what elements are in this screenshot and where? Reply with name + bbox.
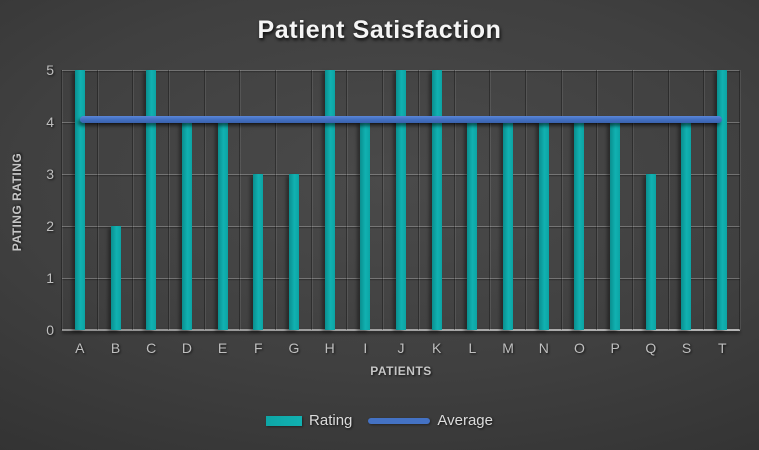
gridline-vertical bbox=[489, 70, 492, 330]
bar-Q bbox=[645, 174, 656, 330]
gridline-vertical bbox=[596, 70, 599, 330]
x-tick-label: S bbox=[681, 340, 692, 356]
y-tick-label: 5 bbox=[46, 62, 54, 78]
x-tick-label: C bbox=[146, 340, 157, 356]
bar-K bbox=[431, 70, 442, 330]
x-tick-label: B bbox=[110, 340, 121, 356]
bar-G bbox=[288, 174, 299, 330]
gridline-vertical bbox=[346, 70, 349, 330]
plot-area bbox=[61, 70, 741, 331]
average-series-swatch-icon bbox=[368, 417, 431, 424]
y-tick-label: 1 bbox=[46, 270, 54, 286]
bar-E bbox=[217, 122, 228, 330]
bar-F bbox=[253, 174, 264, 330]
x-tick-label: A bbox=[75, 340, 85, 356]
gridline-vertical bbox=[61, 70, 63, 330]
bar-B bbox=[110, 226, 121, 330]
x-tick-label: T bbox=[717, 340, 727, 356]
gridline-vertical bbox=[524, 70, 527, 330]
bar-O bbox=[574, 122, 585, 330]
y-tick-label: 0 bbox=[46, 322, 54, 338]
legend-item-rating: Rating bbox=[266, 412, 352, 429]
x-tick-label: P bbox=[610, 340, 620, 356]
y-tick-label: 2 bbox=[46, 218, 54, 234]
x-tick-label: J bbox=[397, 340, 405, 356]
y-tick-label: 3 bbox=[46, 166, 54, 182]
gridline-vertical bbox=[132, 70, 135, 330]
legend: Rating Average bbox=[0, 412, 759, 429]
bar-J bbox=[396, 70, 406, 330]
y-axis-ticks: 0 1 2 3 4 5 bbox=[0, 62, 54, 338]
gridline-vertical bbox=[310, 70, 313, 330]
gridline-vertical bbox=[560, 70, 563, 330]
legend-item-average: Average bbox=[368, 412, 493, 429]
bar-S bbox=[681, 122, 692, 330]
bar-C bbox=[146, 70, 157, 330]
x-tick-label: L bbox=[468, 340, 477, 356]
bar-A bbox=[74, 70, 85, 330]
gridline-vertical bbox=[417, 70, 420, 330]
x-axis-line bbox=[62, 329, 740, 331]
gridline-vertical bbox=[453, 70, 456, 330]
gridline-vertical bbox=[631, 70, 634, 330]
bar-M bbox=[503, 122, 514, 330]
x-tick-label: I bbox=[363, 340, 368, 356]
chart-title: Patient Satisfaction bbox=[257, 16, 502, 44]
bar-H bbox=[324, 70, 335, 330]
x-tick-label: D bbox=[181, 340, 192, 356]
x-tick-label: K bbox=[432, 340, 442, 356]
x-tick-label: N bbox=[538, 340, 549, 356]
x-tick-label: M bbox=[502, 340, 514, 356]
bar-T bbox=[717, 70, 728, 330]
gridline-vertical bbox=[239, 70, 242, 330]
gridline-vertical bbox=[667, 70, 670, 330]
bar-L bbox=[467, 122, 478, 330]
gridline-vertical bbox=[203, 70, 206, 330]
gridline-vertical bbox=[382, 70, 385, 330]
bar-N bbox=[538, 122, 549, 330]
bar-P bbox=[610, 122, 621, 330]
legend-label-rating: Rating bbox=[309, 412, 353, 429]
bar-D bbox=[181, 122, 192, 330]
x-tick-label: E bbox=[217, 340, 228, 356]
gridline-vertical bbox=[275, 70, 278, 330]
average-line bbox=[79, 115, 723, 123]
x-tick-label: H bbox=[324, 340, 335, 356]
gridline-vertical bbox=[96, 70, 99, 330]
x-tick-label: Q bbox=[645, 340, 657, 356]
gridline-vertical bbox=[739, 70, 741, 330]
x-axis-title: PATIENTS bbox=[370, 364, 432, 378]
x-tick-label: O bbox=[574, 340, 585, 356]
gridline-vertical bbox=[703, 70, 706, 330]
gridline-vertical bbox=[168, 70, 171, 330]
y-tick-label: 4 bbox=[46, 114, 54, 130]
rating-series-swatch-icon bbox=[266, 415, 303, 426]
legend-label-average: Average bbox=[437, 412, 493, 429]
x-tick-label: F bbox=[254, 340, 263, 356]
bar-I bbox=[360, 122, 371, 330]
x-tick-label: G bbox=[288, 340, 300, 356]
